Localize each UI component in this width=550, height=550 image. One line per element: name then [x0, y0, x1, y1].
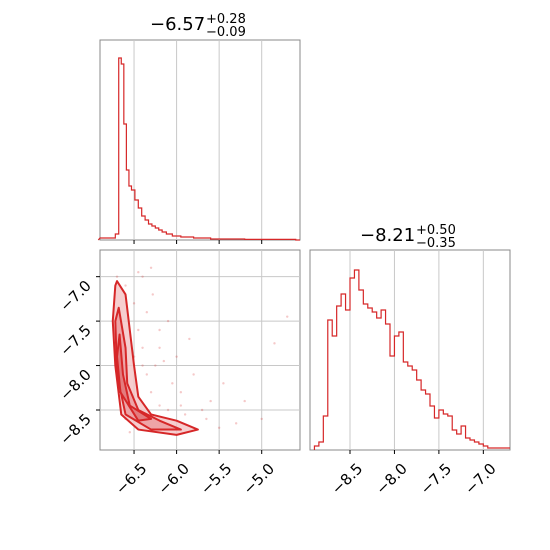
contour-sample-point	[166, 408, 170, 412]
contour-sample-point	[149, 391, 153, 394]
contour-sample-point	[222, 382, 225, 385]
contour-sample-point	[158, 404, 161, 407]
contour-sample-point	[205, 417, 208, 421]
contour-sample-point	[192, 373, 195, 376]
contour-level	[111, 280, 199, 436]
contour-x-tick-label: −5.5	[197, 460, 235, 498]
hist-x-frame	[99, 39, 301, 241]
contour-sample-point	[209, 399, 212, 403]
contour-y-tick-label: −8.5	[56, 410, 94, 448]
contour-sample-point	[234, 422, 238, 425]
hist-x-series	[97, 57, 300, 241]
contour-levels	[111, 280, 199, 436]
contour-sample-point	[286, 315, 289, 318]
contour-x-tick-label: −6.5	[112, 460, 150, 498]
contour-scatter	[115, 266, 289, 434]
hist-y-title-sup: +0.50	[416, 223, 456, 238]
contour-sample-point	[145, 311, 149, 314]
contour-sample-point	[141, 364, 144, 367]
contour-sample-point	[141, 275, 144, 278]
contour-x-tick-label: −5.0	[240, 460, 278, 498]
contour-sample-point	[273, 342, 276, 345]
hist-panel-x: −6.57 +0.28 −0.09	[97, 12, 301, 244]
hist-y-series	[313, 269, 510, 450]
hist-x-title-sub: −0.09	[206, 25, 246, 40]
contour-sample-point	[162, 359, 166, 363]
contour-sample-point	[243, 399, 246, 403]
hist-x-title-sup: +0.28	[206, 12, 246, 27]
contour-sample-point	[124, 284, 127, 287]
hist-y-title-main: −8.21	[360, 225, 415, 246]
contour-y-ticks: −7.0 −7.5 −8.0 −8.5	[56, 277, 94, 449]
contour-y-tick-label: −7.5	[56, 321, 94, 359]
contour-level	[116, 333, 153, 422]
contour-x-ticks: −6.5 −6.0 −5.5 −5.0	[112, 460, 278, 498]
hist-y-title: −8.21	[360, 225, 415, 246]
contour-sample-point	[217, 426, 221, 429]
contour-y-tick-label: −7.0	[56, 277, 94, 315]
contour-sample-point	[115, 275, 119, 278]
contour-sample-point	[166, 319, 170, 323]
contour-sample-point	[260, 417, 263, 421]
contour-sample-point	[154, 364, 157, 367]
contour-sample-point	[141, 346, 144, 349]
hist-x-title: −6.57	[150, 14, 205, 35]
contour-sample-point	[179, 404, 183, 407]
contour-sample-point	[137, 271, 140, 274]
contour-sample-point	[149, 266, 153, 269]
contour-sample-point	[179, 391, 183, 394]
contour-sample-point	[175, 355, 178, 358]
hist-y-tick-label: −8.0	[372, 460, 410, 498]
contour-sample-point	[137, 328, 140, 332]
hist-panel-y: −8.5 −8.0 −7.5 −7.0 −8.21 +0.50 −0.35	[309, 223, 511, 498]
hist-y-x-ticks: −8.5 −8.0 −7.5 −7.0	[328, 460, 500, 498]
contour-sample-point	[132, 302, 136, 305]
contour-sample-point	[200, 408, 204, 412]
hist-y-tick-label: −7.0	[461, 460, 499, 498]
contour-sample-point	[183, 413, 187, 416]
contour-panel: −6.5 −6.0 −5.5 −5.0 −7.0 −7.5 −8.0 −8.5	[56, 249, 301, 498]
hist-y-tick-label: −8.5	[328, 460, 366, 498]
contour-sample-point	[188, 337, 191, 341]
contour-y-tick-label: −8.0	[56, 366, 94, 404]
contour-sample-point	[158, 328, 161, 332]
hist-y-frame	[309, 249, 511, 451]
contour-sample-point	[151, 293, 154, 296]
contour-sample-point	[145, 373, 149, 376]
hist-x-grid	[133, 40, 263, 244]
contour-x-tick-label: −6.0	[154, 460, 192, 498]
contour-sample-point	[128, 431, 131, 434]
hist-x-title-main: −6.57	[150, 14, 205, 35]
contour-sample-point	[158, 346, 161, 349]
contour-sample-point	[171, 382, 174, 385]
hist-y-title-sub: −0.35	[416, 236, 456, 251]
hist-y-tick-label: −7.5	[417, 460, 455, 498]
